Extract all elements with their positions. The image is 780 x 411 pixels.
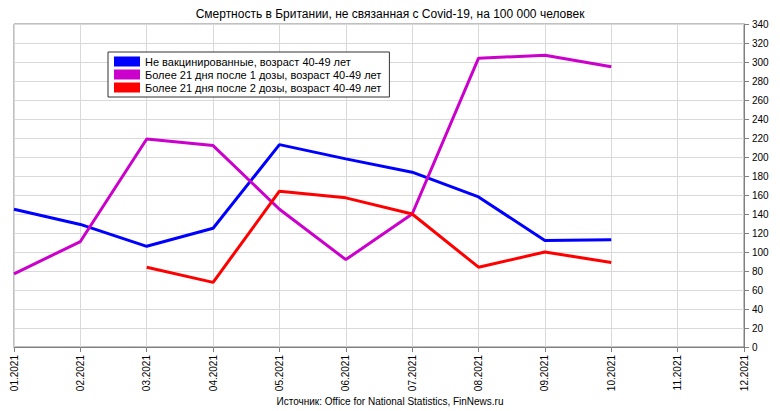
svg-text:260: 260	[752, 95, 769, 106]
svg-text:240: 240	[752, 114, 769, 125]
svg-text:Более 21 дня после 1 дозы, воз: Более 21 дня после 1 дозы, возраст 40-49…	[145, 69, 381, 81]
svg-text:11.2021: 11.2021	[672, 355, 683, 391]
svg-text:60: 60	[752, 285, 764, 296]
svg-text:180: 180	[752, 171, 769, 182]
svg-text:04.2021: 04.2021	[208, 355, 219, 392]
svg-text:0: 0	[752, 342, 758, 353]
svg-text:05.2021: 05.2021	[274, 355, 285, 392]
svg-text:120: 120	[752, 228, 769, 239]
svg-text:200: 200	[752, 152, 769, 163]
svg-text:Более 21 дня после 2 дозы, воз: Более 21 дня после 2 дозы, возраст 40-49…	[145, 82, 381, 94]
svg-text:06.2021: 06.2021	[340, 355, 351, 392]
svg-text:Не вакцинированные, возраст 40: Не вакцинированные, возраст 40-49 лет	[145, 56, 351, 68]
svg-text:09.2021: 09.2021	[539, 355, 550, 392]
svg-text:12.2021: 12.2021	[739, 355, 750, 392]
svg-text:40: 40	[752, 304, 764, 315]
svg-text:Смертность в Британии, не связ: Смертность в Британии, не связанная с Co…	[196, 7, 586, 21]
svg-text:80: 80	[752, 266, 764, 277]
svg-text:10.2021: 10.2021	[606, 355, 617, 392]
svg-text:03.2021: 03.2021	[141, 355, 152, 392]
svg-text:300: 300	[752, 57, 769, 68]
svg-text:220: 220	[752, 133, 769, 144]
svg-text:07.2021: 07.2021	[407, 355, 418, 392]
svg-text:140: 140	[752, 209, 769, 220]
svg-text:08.2021: 08.2021	[473, 355, 484, 392]
svg-text:100: 100	[752, 247, 769, 258]
svg-text:320: 320	[752, 38, 769, 49]
svg-text:280: 280	[752, 76, 769, 87]
svg-text:02.2021: 02.2021	[75, 355, 86, 392]
svg-text:160: 160	[752, 190, 769, 201]
svg-text:20: 20	[752, 323, 764, 334]
svg-text:Источник: Office for National: Источник: Office for National Statistics…	[276, 396, 503, 407]
svg-text:340: 340	[752, 19, 769, 30]
svg-text:01.2021: 01.2021	[9, 355, 20, 392]
